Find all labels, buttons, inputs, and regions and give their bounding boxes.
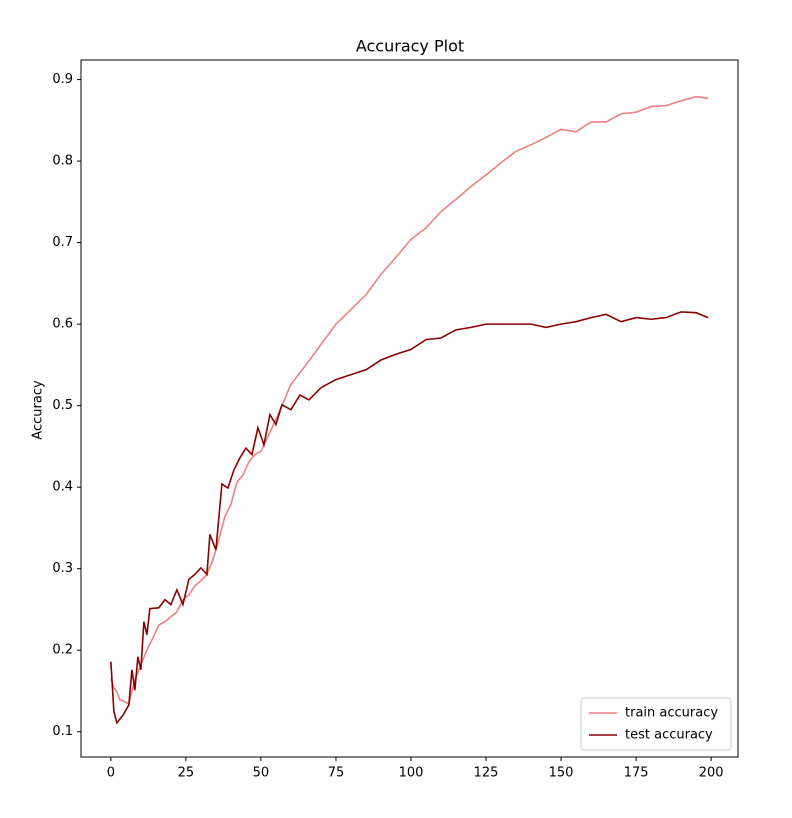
x-tick-label: 25 [178, 766, 195, 781]
x-tick-label: 0 [107, 766, 115, 781]
y-tick-label: 0.7 [52, 235, 73, 250]
y-tick-label: 0.3 [52, 561, 73, 576]
y-tick-label: 0.9 [52, 72, 73, 87]
y-tick-label: 0.6 [52, 317, 73, 332]
x-tick-label: 175 [624, 766, 649, 781]
plot-frame [80, 59, 739, 758]
x-tick-label: 125 [474, 766, 499, 781]
x-tick-label: 150 [549, 766, 574, 781]
y-axis-label: Accuracy [31, 380, 46, 440]
chart-title: Accuracy Plot [356, 37, 464, 56]
y-tick-label: 0.4 [52, 480, 73, 495]
legend-label: train accuracy [625, 706, 718, 721]
data-line [110, 95, 709, 706]
y-tick-label: 0.1 [52, 724, 73, 739]
x-tick-label: 200 [699, 766, 724, 781]
data-line [110, 311, 709, 725]
y-tick-label: 0.5 [52, 398, 73, 413]
x-tick-label: 75 [328, 766, 345, 781]
legend-box [580, 697, 732, 751]
legend-label: test accuracy [625, 728, 713, 743]
x-tick-label: 100 [399, 766, 424, 781]
y-tick-label: 0.2 [52, 643, 73, 658]
y-tick-label: 0.8 [52, 154, 73, 169]
x-tick-label: 50 [253, 766, 270, 781]
